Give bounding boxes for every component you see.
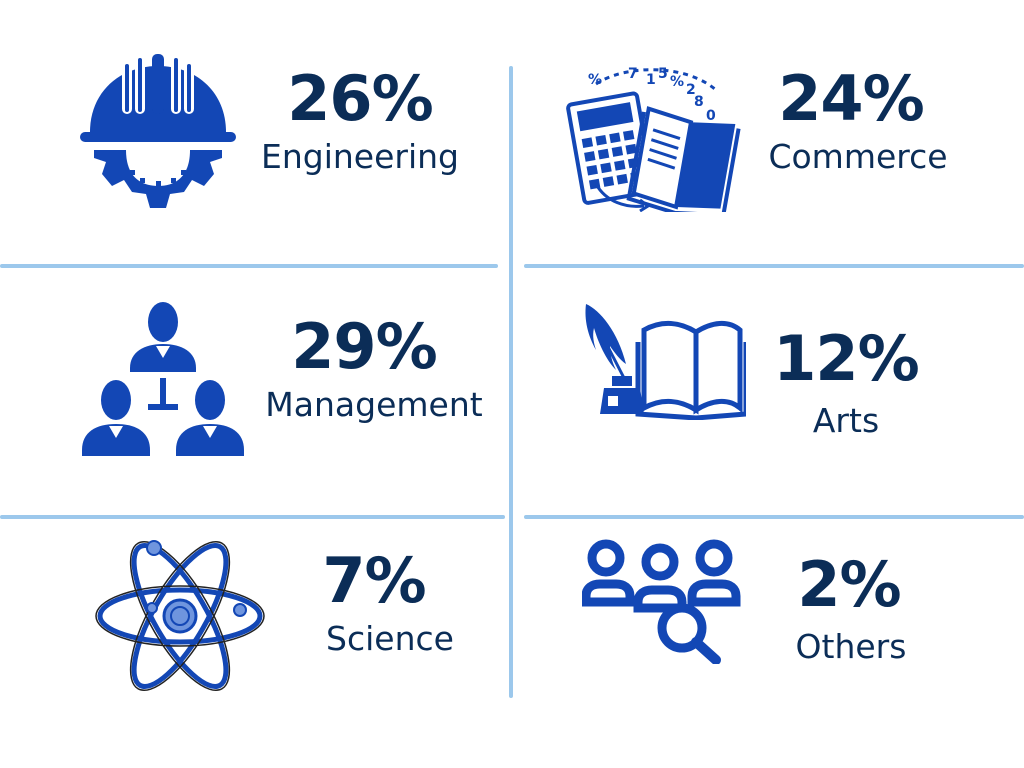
horizontal-divider-right-2	[524, 515, 1024, 519]
svg-text:2: 2	[686, 82, 696, 98]
horizontal-divider-left-2	[0, 515, 505, 519]
commerce-percent: 24%	[778, 62, 924, 135]
hardhat-gear-icon	[76, 54, 240, 214]
svg-text:8: 8	[694, 94, 704, 110]
engineering-percent: 26%	[287, 62, 433, 135]
engineering-label: Engineering	[261, 137, 459, 176]
svg-text:%: %	[670, 74, 684, 90]
atom-icon	[94, 536, 266, 692]
science-percent: 7%	[322, 544, 426, 617]
svg-text:7: 7	[628, 66, 638, 82]
management-label: Management	[265, 385, 483, 424]
quill-book-icon	[580, 302, 746, 420]
svg-text:0: 0	[706, 108, 716, 124]
vertical-divider	[509, 66, 513, 698]
svg-text:1: 1	[646, 72, 656, 88]
horizontal-divider-right-1	[524, 264, 1024, 268]
arts-label: Arts	[812, 401, 880, 440]
calculator-book-icon: % 7 1 5 % 2 8 0	[566, 62, 742, 212]
team-hierarchy-icon	[78, 300, 248, 462]
arts-percent: 12%	[773, 322, 919, 395]
svg-text:%: %	[588, 72, 602, 88]
commerce-label: Commerce	[768, 137, 948, 176]
svg-text:5: 5	[658, 66, 668, 82]
others-label: Others	[795, 627, 907, 666]
science-label: Science	[326, 619, 454, 658]
horizontal-divider-left-1	[0, 264, 498, 268]
management-percent: 29%	[291, 310, 437, 383]
people-search-icon	[582, 536, 746, 664]
others-percent: 2%	[797, 548, 901, 621]
